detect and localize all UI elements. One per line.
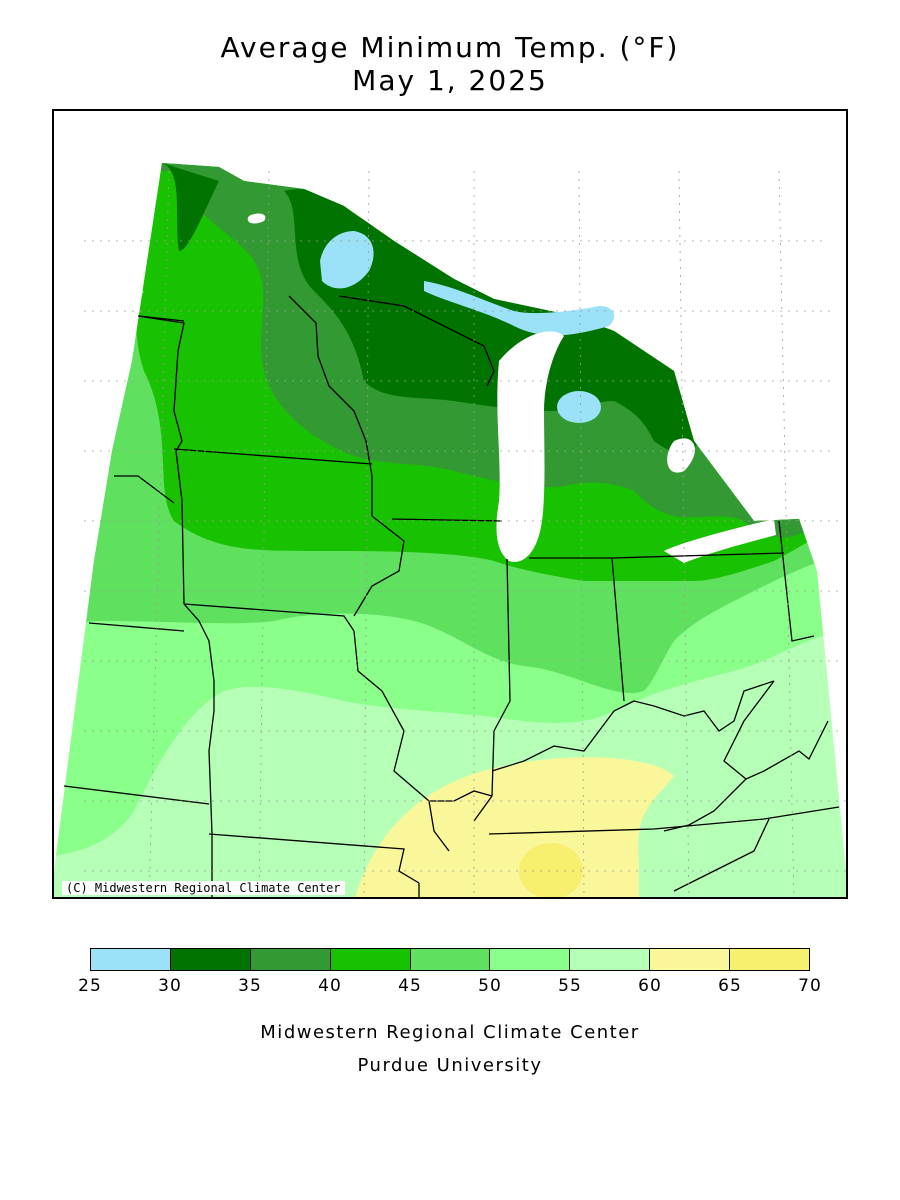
border-il-wi: [391, 518, 503, 522]
legend-swatch-40-45: [330, 949, 411, 970]
lake-superior-west: [320, 231, 374, 289]
footer-organization: Midwestern Regional Climate Center: [260, 1022, 640, 1043]
border-ks-ok: [63, 785, 210, 805]
temperature-bands: [54, 163, 846, 897]
legend-tick-45: 45: [398, 976, 422, 996]
saginaw-bay: [667, 438, 695, 473]
band-65-70: [519, 843, 583, 897]
border-nd-sd: [138, 315, 185, 322]
lake-erie-strip: [664, 519, 776, 563]
border-oh-pa: [778, 520, 815, 642]
color-legend: [90, 948, 810, 971]
border-sd-ne: [114, 475, 175, 504]
border-ky-west-channel: [429, 790, 493, 802]
cold-lake-areas: [320, 231, 615, 423]
border-ky-tn: [488, 806, 840, 835]
border-mn-wi: [288, 295, 373, 516]
temperature-map: (C) Midwestern Regional Climate Center: [52, 109, 848, 899]
graticule: [84, 170, 846, 897]
border-wv-va: [663, 778, 747, 832]
border-il-mo: [353, 630, 450, 852]
border-ne-ks: [88, 622, 185, 632]
border-oh-wv: [723, 680, 829, 780]
legend-tick-65: 65: [718, 976, 742, 996]
legend-tick-55: 55: [558, 976, 582, 996]
legend-swatch-35-40: [250, 949, 331, 970]
border-ia-mo: [183, 603, 355, 632]
legend-swatch-55-60: [570, 949, 651, 970]
border-mo-ks: [183, 603, 215, 897]
border-mo-ar: [208, 833, 420, 884]
southwest-great-lake-bay: [247, 213, 266, 224]
legend-tick-40: 40: [318, 976, 342, 996]
legend-swatch-50-55: [490, 949, 571, 970]
lake-huron-bay: [557, 391, 601, 423]
legend-tick-35: 35: [238, 976, 262, 996]
map-date: May 1, 2025: [352, 64, 548, 97]
legend-tick-50: 50: [478, 976, 502, 996]
border-in-mi: [529, 552, 785, 559]
legend-tick-70: 70: [798, 976, 822, 996]
border-in-oh: [611, 557, 625, 702]
band-30-35-wnorth: [162, 163, 219, 251]
band-30-35: [284, 189, 704, 453]
footer-university: Purdue University: [357, 1055, 543, 1076]
legend-tick-30: 30: [158, 976, 182, 996]
border-ia-ne: [175, 450, 185, 605]
legend-swatch-30-35: [170, 949, 251, 970]
lake-superior-east: [424, 281, 615, 336]
legend-swatch-25-30: [91, 949, 171, 970]
border-mn-ia: [173, 448, 373, 465]
legend-swatch-45-50: [410, 949, 491, 970]
map-canvas: [54, 163, 846, 897]
state-borders: [63, 295, 840, 897]
border-tn-va: [673, 818, 770, 892]
legend-tick-25: 25: [78, 976, 102, 996]
band-60-65: [354, 757, 674, 897]
copyright-label: (C) Midwestern Regional Climate Center: [62, 881, 345, 895]
water-bodies: [247, 213, 776, 563]
border-in-ky: [491, 680, 775, 772]
legend-tick-labels: 25 30 35 40 45 50 55 60 65 70: [78, 976, 821, 998]
border-mn-sd: [137, 315, 185, 452]
lake-michigan: [496, 331, 564, 562]
band-40-45-spot: [227, 485, 257, 501]
legend-swatch-65-70: [730, 949, 810, 970]
legend-tick-60: 60: [638, 976, 662, 996]
map-title: Average Minimum Temp. (°F): [220, 31, 680, 64]
legend-swatch-60-65: [650, 949, 731, 970]
border-wi-mi: [338, 295, 495, 387]
